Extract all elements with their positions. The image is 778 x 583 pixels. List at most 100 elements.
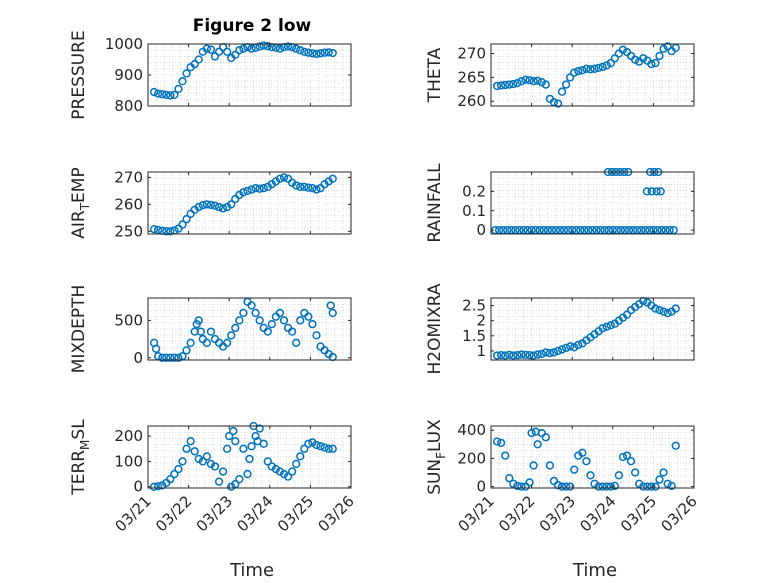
y-tick-label: 2.5 (462, 297, 486, 315)
data-point (218, 204, 228, 213)
data-point (206, 45, 216, 54)
data-point (182, 69, 191, 78)
data-point (231, 323, 240, 333)
y-tick-label: 1 (476, 342, 486, 360)
x-tick-label: 03/21 (112, 492, 155, 535)
data-point (529, 77, 538, 86)
data-point (243, 186, 252, 196)
data-point (622, 310, 632, 319)
x-tick-label: 03/22 (152, 492, 195, 535)
data-point (166, 353, 175, 362)
data-point (566, 342, 575, 351)
data-point (647, 187, 656, 196)
data-point (602, 322, 611, 331)
data-point (210, 201, 220, 210)
data-point (582, 64, 591, 73)
data-point (170, 353, 179, 362)
data-point (505, 80, 514, 89)
data-point (190, 447, 199, 456)
data-point (198, 201, 207, 210)
data-point (659, 468, 668, 477)
y-tick-label: 0.2 (462, 182, 486, 200)
data-point (214, 47, 224, 56)
data-point (279, 469, 289, 479)
data-point (324, 48, 333, 57)
x-tick-label: 03/25 (274, 492, 317, 535)
figure-title: Figure 2 low (193, 16, 312, 36)
data-point (304, 439, 313, 448)
y-tick-label: 270 (114, 168, 143, 186)
data-point (312, 331, 321, 340)
data-point (151, 344, 161, 353)
data-point (594, 63, 603, 72)
data-point (553, 346, 563, 356)
y-tick-label: 1.5 (462, 327, 486, 345)
data-point (296, 182, 305, 191)
data-point (541, 348, 550, 357)
data-point (622, 451, 632, 460)
data-point (316, 442, 325, 451)
data-point (308, 319, 317, 329)
data-point (557, 87, 567, 96)
data-point (626, 51, 636, 61)
y-axis-label: PRESSURE (69, 30, 89, 119)
data-point (667, 481, 676, 491)
y-tick-label: 100 (114, 452, 143, 470)
x-tick-label: 03/22 (495, 492, 538, 535)
y-tick-label: 0.1 (462, 202, 486, 220)
data-point (598, 62, 607, 72)
data-point (533, 350, 542, 359)
y-tick-label: 0 (476, 221, 486, 239)
data-point (671, 441, 680, 450)
y-tick-label: 200 (457, 449, 486, 467)
data-point (239, 44, 248, 53)
y-tick-label: 250 (114, 222, 143, 240)
data-point (533, 76, 542, 85)
data-point (509, 79, 518, 89)
data-point (517, 482, 526, 491)
data-point (227, 200, 236, 209)
y-axis-label: TERRMSL (69, 419, 92, 496)
data-point (174, 464, 183, 474)
data-point (312, 49, 321, 59)
y-tick-label: 1000 (105, 35, 143, 53)
data-point (287, 327, 297, 336)
data-point (553, 481, 563, 490)
x-tick-label: 03/24 (576, 492, 619, 535)
data-point (527, 428, 536, 438)
data-point (247, 185, 256, 194)
data-point (561, 343, 571, 353)
y-axis-label: MIXDEPTH (69, 285, 89, 374)
data-point (296, 316, 305, 325)
data-point (174, 84, 183, 94)
data-point (525, 76, 534, 85)
data-point (606, 482, 615, 491)
data-point (651, 482, 660, 491)
data-point (182, 346, 191, 355)
data-point (639, 54, 648, 63)
data-point (652, 187, 661, 196)
data-point (194, 55, 203, 64)
data-point (618, 452, 628, 462)
data-point (553, 99, 563, 108)
data-point (245, 454, 254, 464)
data-point (574, 340, 583, 350)
data-point (324, 444, 333, 453)
data-point (182, 444, 191, 453)
data-point (570, 343, 579, 352)
data-point (235, 474, 244, 484)
data-point (263, 457, 272, 466)
data-point (497, 351, 506, 360)
grid (490, 43, 695, 107)
grid (490, 171, 695, 235)
axes-box (490, 297, 695, 361)
data-point (598, 324, 607, 333)
data-point (275, 174, 285, 183)
data-point (255, 184, 264, 193)
data-point (566, 482, 575, 491)
data-point (292, 459, 301, 469)
grid (147, 425, 352, 489)
data-point (227, 482, 236, 491)
data-point (231, 50, 240, 59)
